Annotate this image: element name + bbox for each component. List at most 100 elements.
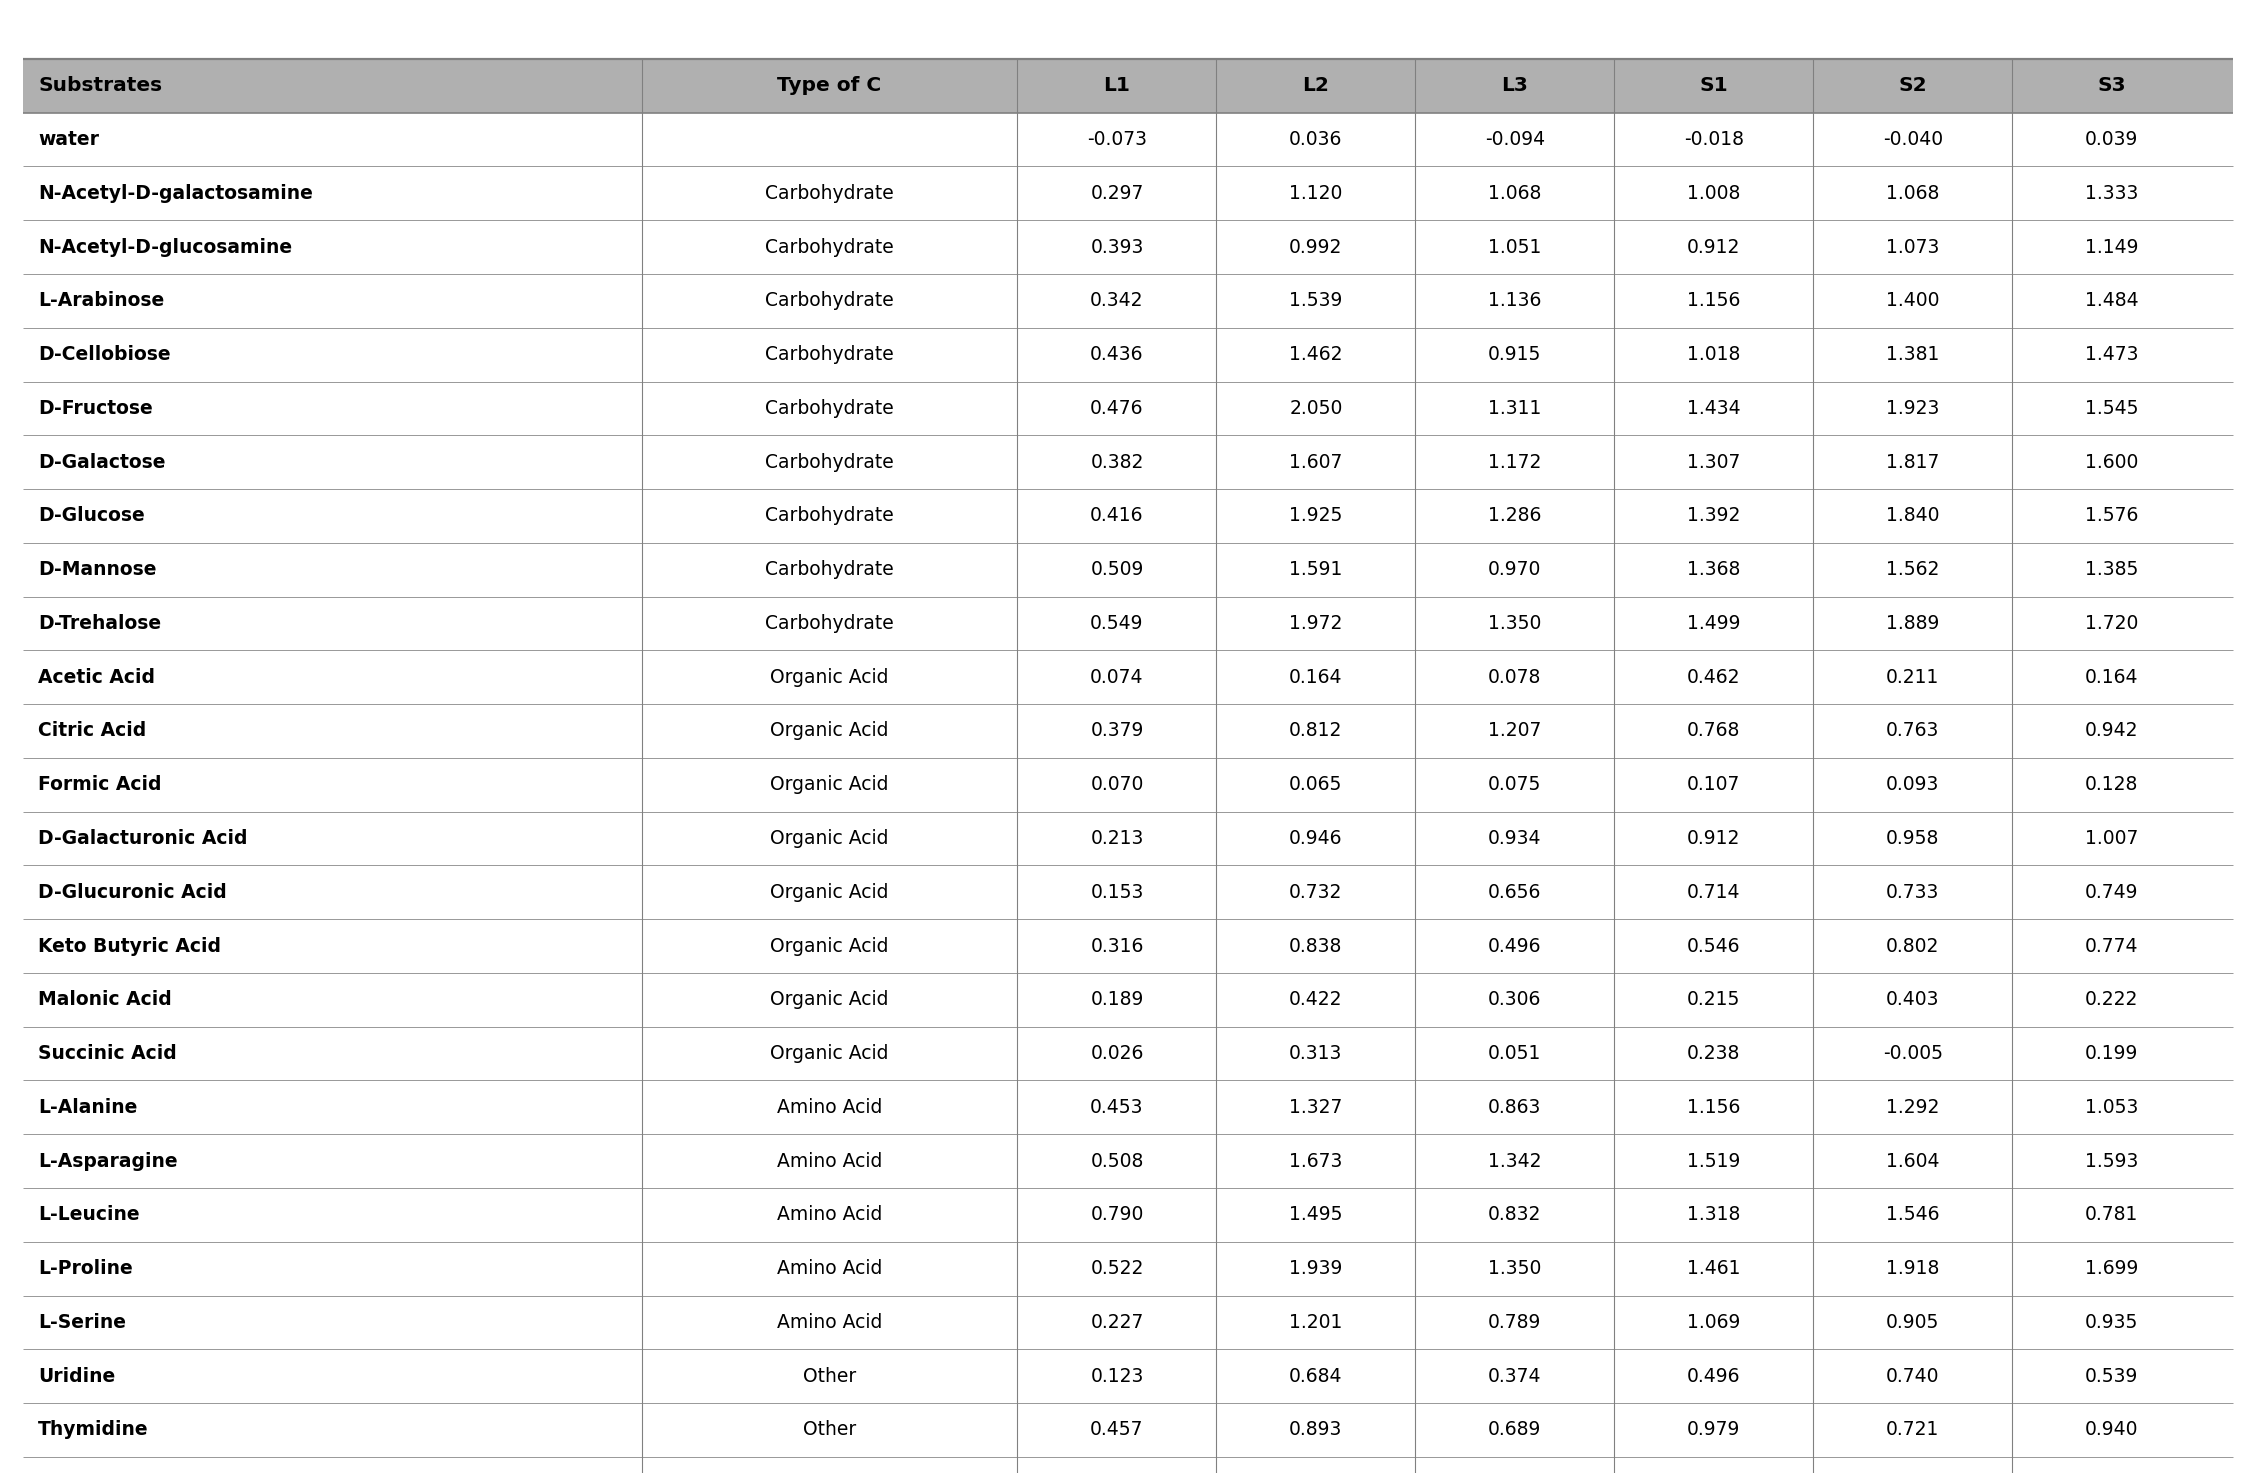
Text: Carbohydrate: Carbohydrate — [765, 452, 893, 471]
Text: 0.684: 0.684 — [1288, 1367, 1342, 1386]
Text: Amino Acid: Amino Acid — [776, 1152, 882, 1171]
Text: 0.382: 0.382 — [1090, 452, 1144, 471]
Text: 1.604: 1.604 — [1886, 1152, 1940, 1171]
Text: 0.970: 0.970 — [1489, 560, 1541, 579]
Text: 1.539: 1.539 — [1288, 292, 1342, 311]
Text: 0.065: 0.065 — [1288, 775, 1342, 794]
Text: 0.781: 0.781 — [2085, 1205, 2139, 1224]
Text: Amino Acid: Amino Acid — [776, 1312, 882, 1332]
Text: Acetic Acid: Acetic Acid — [38, 667, 156, 686]
Text: Amino Acid: Amino Acid — [776, 1259, 882, 1279]
Text: 0.074: 0.074 — [1090, 667, 1144, 686]
Text: 1.156: 1.156 — [1687, 292, 1742, 311]
Text: S2: S2 — [1900, 77, 1927, 96]
Text: 0.539: 0.539 — [2085, 1367, 2139, 1386]
Text: 0.075: 0.075 — [1489, 775, 1541, 794]
Text: 0.227: 0.227 — [1090, 1312, 1144, 1332]
Text: 0.215: 0.215 — [1687, 990, 1742, 1009]
Text: 1.495: 1.495 — [1288, 1205, 1342, 1224]
Text: 0.189: 0.189 — [1090, 990, 1144, 1009]
Text: Type of C: Type of C — [778, 77, 882, 96]
Text: 0.393: 0.393 — [1090, 237, 1144, 256]
Text: D-Glucuronic Acid: D-Glucuronic Acid — [38, 882, 228, 901]
Text: -0.040: -0.040 — [1884, 130, 1942, 149]
Text: 1.068: 1.068 — [1489, 184, 1541, 203]
Text: 0.509: 0.509 — [1090, 560, 1144, 579]
Text: Formic Acid: Formic Acid — [38, 775, 162, 794]
Text: Organic Acid: Organic Acid — [769, 722, 889, 741]
Text: 0.546: 0.546 — [1687, 937, 1742, 956]
Text: D-Mannose: D-Mannose — [38, 560, 158, 579]
Text: Carbohydrate: Carbohydrate — [765, 399, 893, 418]
Text: 1.051: 1.051 — [1489, 237, 1541, 256]
Text: Carbohydrate: Carbohydrate — [765, 345, 893, 364]
Text: 2.050: 2.050 — [1288, 399, 1342, 418]
Text: 1.519: 1.519 — [1687, 1152, 1742, 1171]
Text: 0.893: 0.893 — [1288, 1420, 1342, 1439]
Text: 0.656: 0.656 — [1489, 882, 1541, 901]
Text: 1.462: 1.462 — [1288, 345, 1342, 364]
Text: 0.436: 0.436 — [1090, 345, 1144, 364]
Text: 0.453: 0.453 — [1090, 1097, 1144, 1117]
Text: 0.123: 0.123 — [1090, 1367, 1144, 1386]
Text: N-Acetyl-D-glucosamine: N-Acetyl-D-glucosamine — [38, 237, 293, 256]
Text: Amino Acid: Amino Acid — [776, 1097, 882, 1117]
Text: D-Galacturonic Acid: D-Galacturonic Acid — [38, 829, 248, 848]
Text: 1.385: 1.385 — [2085, 560, 2139, 579]
Text: 1.350: 1.350 — [1489, 614, 1541, 633]
Text: 1.286: 1.286 — [1489, 507, 1541, 526]
Text: 0.416: 0.416 — [1090, 507, 1144, 526]
Text: Carbohydrate: Carbohydrate — [765, 237, 893, 256]
Text: 1.545: 1.545 — [2085, 399, 2139, 418]
Text: Carbohydrate: Carbohydrate — [765, 292, 893, 311]
Text: 0.946: 0.946 — [1288, 829, 1342, 848]
Text: 1.546: 1.546 — [1886, 1205, 1940, 1224]
Text: D-Cellobiose: D-Cellobiose — [38, 345, 171, 364]
Text: 0.093: 0.093 — [1886, 775, 1940, 794]
Text: 0.522: 0.522 — [1090, 1259, 1144, 1279]
Text: Carbohydrate: Carbohydrate — [765, 184, 893, 203]
Text: 1.318: 1.318 — [1687, 1205, 1742, 1224]
Text: D-Fructose: D-Fructose — [38, 399, 153, 418]
Text: 0.689: 0.689 — [1489, 1420, 1541, 1439]
Text: Organic Acid: Organic Acid — [769, 937, 889, 956]
Text: Carbohydrate: Carbohydrate — [765, 507, 893, 526]
Text: 1.120: 1.120 — [1288, 184, 1342, 203]
Text: 0.789: 0.789 — [1489, 1312, 1541, 1332]
Text: 1.562: 1.562 — [1886, 560, 1940, 579]
Text: water: water — [38, 130, 99, 149]
Text: L-Alanine: L-Alanine — [38, 1097, 138, 1117]
Text: 0.496: 0.496 — [1489, 937, 1541, 956]
Text: 0.107: 0.107 — [1687, 775, 1742, 794]
Text: 1.172: 1.172 — [1489, 452, 1541, 471]
Text: 1.889: 1.889 — [1886, 614, 1940, 633]
Text: L-Serine: L-Serine — [38, 1312, 126, 1332]
Text: 0.164: 0.164 — [1288, 667, 1342, 686]
Text: L1: L1 — [1103, 77, 1130, 96]
Text: 0.238: 0.238 — [1687, 1044, 1742, 1064]
Text: Organic Acid: Organic Acid — [769, 1044, 889, 1064]
Text: Succinic Acid: Succinic Acid — [38, 1044, 178, 1064]
Text: Thymidine: Thymidine — [38, 1420, 149, 1439]
Text: 1.069: 1.069 — [1687, 1312, 1742, 1332]
Text: 1.207: 1.207 — [1489, 722, 1541, 741]
Text: 0.342: 0.342 — [1090, 292, 1144, 311]
Text: 1.068: 1.068 — [1886, 184, 1940, 203]
Text: L-Leucine: L-Leucine — [38, 1205, 140, 1224]
Text: Organic Acid: Organic Acid — [769, 775, 889, 794]
Text: 1.607: 1.607 — [1288, 452, 1342, 471]
Text: 1.673: 1.673 — [1288, 1152, 1342, 1171]
Text: 0.457: 0.457 — [1090, 1420, 1144, 1439]
Text: 0.213: 0.213 — [1090, 829, 1144, 848]
Text: Keto Butyric Acid: Keto Butyric Acid — [38, 937, 221, 956]
Text: 0.733: 0.733 — [1886, 882, 1940, 901]
Text: D-Trehalose: D-Trehalose — [38, 614, 162, 633]
Text: 1.699: 1.699 — [2085, 1259, 2139, 1279]
Text: 0.942: 0.942 — [2085, 722, 2139, 741]
Text: L2: L2 — [1302, 77, 1329, 96]
Text: 1.073: 1.073 — [1886, 237, 1940, 256]
Text: 1.840: 1.840 — [1886, 507, 1940, 526]
Text: Amino Acid: Amino Acid — [776, 1205, 882, 1224]
Text: 0.403: 0.403 — [1886, 990, 1940, 1009]
Text: 1.381: 1.381 — [1886, 345, 1940, 364]
